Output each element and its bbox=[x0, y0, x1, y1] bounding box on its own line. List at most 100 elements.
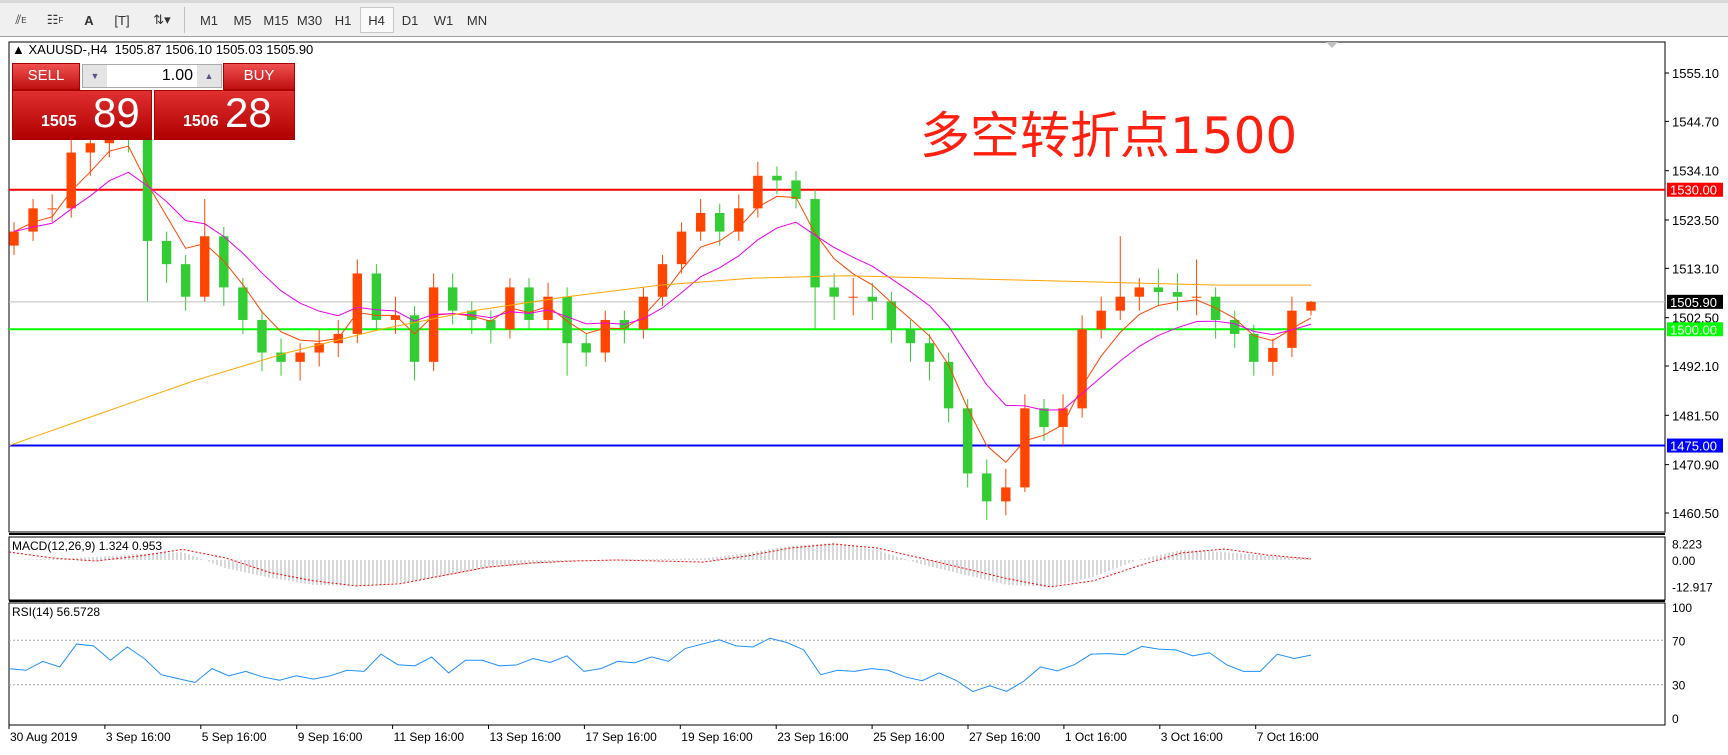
candle-body bbox=[1134, 287, 1145, 297]
ma-fast-line bbox=[13, 145, 1312, 464]
price-label-bg bbox=[1667, 438, 1723, 453]
candle-body bbox=[943, 361, 954, 409]
indicators-icon[interactable]: ⫽ E bbox=[15, 12, 27, 27]
candle-body bbox=[428, 287, 439, 362]
x-tick-label: 1 Oct 16:00 bbox=[1065, 730, 1127, 744]
candle-body bbox=[543, 296, 553, 320]
volume-increase-button[interactable]: ▲ bbox=[197, 65, 221, 87]
candle-body bbox=[753, 175, 763, 209]
candle-body bbox=[9, 231, 19, 246]
timeframe-m1[interactable]: M1 bbox=[199, 12, 219, 28]
candle-body bbox=[180, 264, 191, 297]
candle-body bbox=[219, 236, 229, 288]
y-tick-label: 1534.10 bbox=[1672, 164, 1719, 179]
candle-body bbox=[581, 343, 591, 353]
candle-body bbox=[848, 296, 858, 298]
candle-body bbox=[905, 329, 916, 344]
candle-body bbox=[619, 319, 630, 330]
y-tick-label: 1513.10 bbox=[1672, 261, 1719, 276]
candle-body bbox=[467, 310, 477, 320]
candle-body bbox=[66, 152, 76, 209]
sell-price-button[interactable]: 1505 89 bbox=[12, 89, 152, 140]
candle-body bbox=[734, 208, 744, 232]
timeframe-h1[interactable]: H1 bbox=[334, 12, 352, 28]
price-label-bg bbox=[1667, 294, 1723, 309]
candle-body bbox=[352, 273, 363, 334]
rsi-y-tick-label: 100 bbox=[1672, 601, 1692, 615]
candle-body bbox=[695, 212, 706, 232]
candle-body bbox=[810, 199, 820, 288]
x-tick-label: 13 Sep 16:00 bbox=[490, 730, 562, 744]
rsi-label: RSI(14) 56.5728 bbox=[12, 605, 100, 619]
candle-body bbox=[657, 264, 668, 297]
timeframe-m30[interactable]: M30 bbox=[296, 12, 323, 28]
sell-button[interactable]: SELL bbox=[12, 63, 80, 90]
timeframe-w1[interactable]: W1 bbox=[433, 12, 454, 28]
volume-input[interactable]: 1.00 bbox=[161, 67, 193, 84]
buy-price-big: 1506 bbox=[183, 113, 219, 130]
ma-slow-line bbox=[8, 275, 1311, 447]
x-tick-label: 23 Sep 16:00 bbox=[777, 730, 849, 744]
x-tick-label: 30 Aug 2019 bbox=[10, 730, 78, 744]
arrows-icon[interactable]: ⇅▾ bbox=[153, 12, 171, 27]
candle-body bbox=[238, 287, 248, 320]
candle-body bbox=[47, 208, 57, 210]
candle-body bbox=[1115, 296, 1125, 311]
candle-body bbox=[1230, 319, 1240, 334]
x-tick-label: 3 Sep 16:00 bbox=[106, 730, 171, 744]
price-label-1530.00: 1530.00 bbox=[1670, 183, 1717, 198]
chart-shift-marker bbox=[1326, 42, 1338, 48]
one-click-trading-panel: SELL BUY ▼ 1.00 ▲ 1505 89 1506 28 bbox=[12, 63, 295, 140]
price-label-1475.00: 1475.00 bbox=[1670, 439, 1717, 454]
timeframe-m5[interactable]: M5 bbox=[233, 12, 252, 28]
collapse-icon[interactable]: ▲ bbox=[12, 42, 25, 57]
macd-pane-frame bbox=[8, 536, 1666, 601]
candle-body bbox=[1306, 301, 1316, 311]
price-label-bg bbox=[1667, 182, 1723, 197]
candle-body bbox=[982, 473, 992, 502]
toolbar: ⫽ E ☷ F A [T] ⇅▾ M1 M5 M15 M30 H1 H4 D1 W1 MN bbox=[0, 0, 1728, 37]
candle-body bbox=[28, 208, 38, 232]
candle-body bbox=[715, 212, 725, 232]
candle-body bbox=[333, 333, 343, 344]
candle-body bbox=[85, 143, 95, 153]
candle-body bbox=[276, 352, 286, 362]
timeframe-d1[interactable]: D1 bbox=[401, 12, 419, 28]
y-tick-label: 1492.10 bbox=[1672, 359, 1719, 374]
buy-price-pips: 28 bbox=[225, 89, 272, 136]
macd-y-tick-label: -12.917 bbox=[1672, 581, 1713, 595]
text-icon[interactable]: A bbox=[84, 12, 94, 28]
timeframe-mn[interactable]: MN bbox=[466, 12, 488, 28]
candle-body bbox=[1268, 347, 1278, 362]
ma-mid-line bbox=[13, 171, 1312, 411]
candle-body bbox=[1020, 408, 1030, 488]
candle-body bbox=[924, 343, 935, 362]
candle-body bbox=[886, 301, 897, 330]
timeframe-h4[interactable]: H4 bbox=[359, 7, 394, 33]
periods-separator-icon[interactable]: ☷ F bbox=[46, 12, 64, 27]
candle-body bbox=[200, 236, 210, 297]
buy-button[interactable]: BUY bbox=[223, 63, 295, 90]
x-tick-label: 19 Sep 16:00 bbox=[681, 730, 753, 744]
timeframe-m15[interactable]: M15 bbox=[263, 12, 289, 28]
rsi-y-tick-label: 0 bbox=[1672, 712, 1679, 726]
symbol-label: XAUUSD-,H4 bbox=[28, 42, 108, 57]
y-tick-label: 1470.90 bbox=[1672, 458, 1719, 473]
candle-body bbox=[1058, 408, 1068, 427]
candle-body bbox=[829, 287, 839, 297]
text-label-icon[interactable]: [T] bbox=[114, 12, 130, 28]
candle-body bbox=[447, 287, 458, 311]
volume-decrease-button[interactable]: ▼ bbox=[83, 65, 107, 87]
y-tick-label: 1523.50 bbox=[1672, 213, 1719, 228]
candle-body bbox=[314, 343, 324, 353]
candle-body bbox=[1287, 310, 1297, 348]
candle-body bbox=[1249, 333, 1259, 362]
y-tick-label: 1481.50 bbox=[1672, 408, 1719, 423]
x-tick-label: 5 Sep 16:00 bbox=[202, 730, 267, 744]
y-tick-label: 1544.70 bbox=[1672, 114, 1719, 129]
candle-body bbox=[1039, 408, 1049, 427]
sell-price-pips: 89 bbox=[93, 89, 140, 136]
buy-price-button[interactable]: 1506 28 bbox=[154, 89, 295, 140]
ohlc-values: 1505.87 1506.10 1505.03 1505.90 bbox=[114, 42, 314, 57]
candle-body bbox=[1172, 292, 1183, 297]
